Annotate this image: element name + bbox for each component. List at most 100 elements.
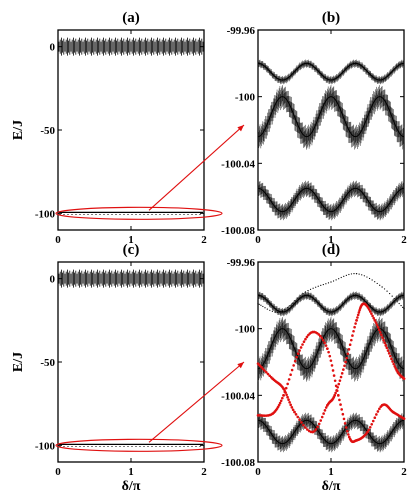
red-point bbox=[343, 422, 347, 425]
y-axis-label: E/J bbox=[11, 120, 26, 140]
data-point bbox=[307, 289, 309, 292]
red-point bbox=[375, 413, 378, 416]
y-tick-label: -100.08 bbox=[221, 457, 255, 469]
red-point bbox=[295, 355, 298, 359]
y-tick-label: -100.08 bbox=[221, 225, 255, 237]
red-point bbox=[285, 393, 288, 397]
data-point bbox=[266, 308, 268, 310]
red-point bbox=[279, 399, 283, 403]
red-point bbox=[382, 338, 385, 342]
data-point bbox=[343, 275, 345, 277]
data-point bbox=[302, 293, 304, 295]
red-point bbox=[266, 372, 270, 376]
arrow-head bbox=[237, 362, 244, 369]
red-point bbox=[286, 395, 289, 399]
red-point bbox=[320, 415, 324, 419]
panel-label: (b) bbox=[322, 10, 340, 26]
series-line bbox=[257, 294, 405, 313]
panel-label: (c) bbox=[123, 242, 140, 258]
red-point bbox=[351, 334, 354, 337]
y-tick-label: -99.96 bbox=[227, 257, 256, 269]
red-point bbox=[287, 398, 290, 402]
x-tick-label: 1 bbox=[328, 466, 334, 478]
red-point bbox=[347, 348, 351, 351]
red-point bbox=[263, 369, 266, 372]
series-line bbox=[257, 419, 405, 445]
red-point bbox=[290, 406, 294, 409]
data-point bbox=[353, 273, 355, 275]
red-point bbox=[324, 406, 328, 409]
red-point bbox=[380, 333, 383, 337]
data-point bbox=[391, 295, 393, 297]
red-point bbox=[302, 340, 306, 344]
red-point bbox=[386, 349, 390, 352]
red-point bbox=[343, 364, 346, 368]
red-point bbox=[304, 426, 307, 429]
red-point bbox=[304, 337, 307, 341]
y-tick-label: -100 bbox=[35, 208, 56, 220]
highlight-ellipse bbox=[55, 206, 223, 220]
data-point bbox=[332, 280, 335, 282]
red-point bbox=[278, 401, 282, 405]
red-point bbox=[344, 426, 348, 429]
red-point bbox=[333, 379, 337, 383]
red-point bbox=[299, 346, 303, 349]
red-point bbox=[344, 360, 347, 364]
x-tick-label: 1 bbox=[128, 234, 134, 246]
data-point bbox=[330, 281, 332, 283]
red-point bbox=[340, 408, 343, 411]
red-point bbox=[322, 412, 325, 415]
x-axis-label: δ/π bbox=[122, 479, 141, 494]
red-point bbox=[330, 364, 334, 367]
data-point bbox=[258, 303, 260, 305]
red-point bbox=[370, 422, 374, 426]
red-point bbox=[305, 335, 309, 339]
red-point bbox=[265, 371, 268, 374]
red-point bbox=[296, 415, 300, 419]
red-point bbox=[375, 323, 379, 327]
red-point bbox=[356, 313, 360, 317]
data-point bbox=[271, 310, 273, 312]
red-point bbox=[390, 357, 393, 361]
red-point bbox=[326, 347, 329, 350]
x-tick-label: 0 bbox=[255, 466, 261, 478]
data-point bbox=[304, 291, 307, 293]
x-tick-label: 2 bbox=[401, 234, 407, 246]
red-point bbox=[342, 417, 346, 421]
red-point bbox=[287, 378, 291, 381]
red-point bbox=[277, 403, 281, 407]
red-point bbox=[338, 398, 341, 402]
red-point bbox=[392, 362, 395, 366]
data-point bbox=[361, 274, 363, 276]
red-point bbox=[345, 356, 349, 360]
red-point bbox=[294, 413, 298, 416]
red-point bbox=[306, 428, 309, 431]
red-point bbox=[318, 334, 322, 338]
red-point bbox=[337, 382, 341, 386]
data-point bbox=[340, 276, 342, 279]
data-point bbox=[286, 307, 288, 309]
panel-1 bbox=[257, 29, 405, 231]
red-point bbox=[260, 365, 263, 369]
data-point bbox=[338, 278, 340, 280]
red-point bbox=[293, 410, 296, 414]
red-point bbox=[324, 344, 328, 347]
red-point bbox=[377, 328, 381, 332]
data-point bbox=[274, 311, 276, 313]
y-tick-label: -50 bbox=[40, 125, 55, 137]
red-point bbox=[368, 310, 372, 313]
red-point bbox=[389, 354, 392, 358]
red-point bbox=[296, 352, 300, 355]
red-point bbox=[334, 391, 337, 395]
red-point bbox=[328, 354, 332, 358]
red-point bbox=[331, 369, 335, 372]
data-point bbox=[257, 303, 259, 305]
red-point bbox=[327, 350, 330, 354]
red-point bbox=[366, 430, 369, 434]
red-point bbox=[337, 394, 340, 397]
data-point bbox=[400, 304, 402, 307]
red-point bbox=[286, 382, 289, 386]
red-point bbox=[290, 368, 294, 372]
data-point bbox=[264, 307, 266, 309]
y-tick-label: -100 bbox=[235, 92, 256, 104]
